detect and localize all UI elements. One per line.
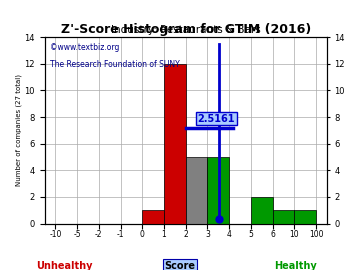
Text: Score: Score	[165, 261, 195, 270]
Text: Unhealthy: Unhealthy	[37, 261, 93, 270]
Y-axis label: Number of companies (27 total): Number of companies (27 total)	[15, 75, 22, 186]
Text: Industry: Restaurants & Bars: Industry: Restaurants & Bars	[111, 25, 261, 35]
Text: Healthy: Healthy	[274, 261, 316, 270]
Bar	[164, 64, 186, 224]
Bar	[186, 157, 207, 224]
Bar	[273, 210, 294, 224]
Bar	[294, 210, 316, 224]
Title: Z'-Score Histogram for GTIM (2016): Z'-Score Histogram for GTIM (2016)	[60, 23, 311, 36]
Bar	[251, 197, 273, 224]
Text: 2.5161: 2.5161	[198, 114, 235, 124]
Text: The Research Foundation of SUNY: The Research Foundation of SUNY	[50, 60, 180, 69]
Bar	[142, 210, 164, 224]
Bar	[207, 157, 229, 224]
Text: ©www.textbiz.org: ©www.textbiz.org	[50, 43, 120, 52]
